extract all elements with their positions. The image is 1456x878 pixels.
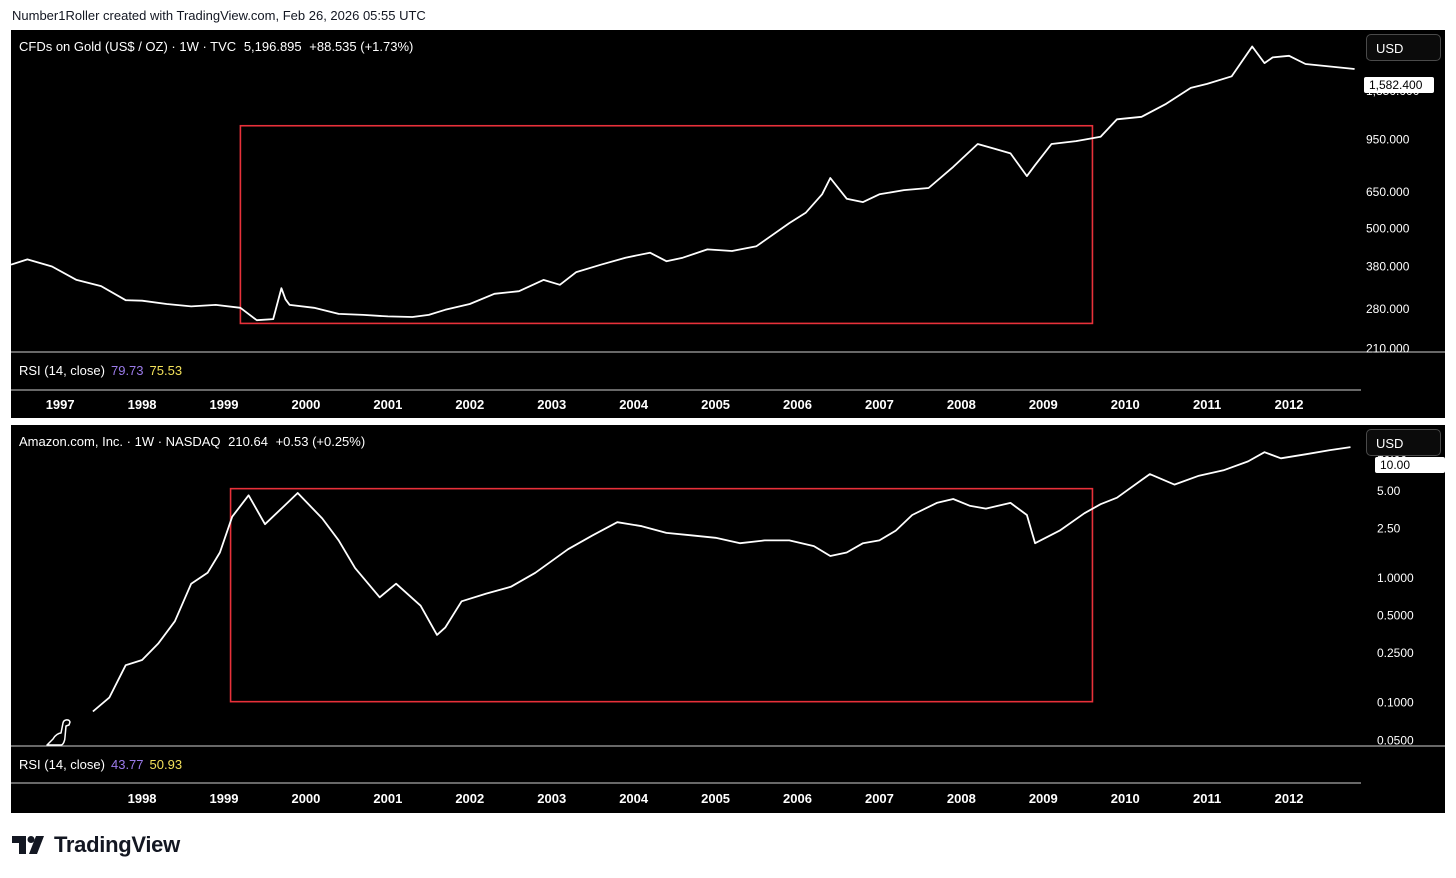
x-tick-label: 1998	[128, 397, 157, 412]
amazon-price-chart[interactable]: 10.00 5.00 2.50 1.0000 0.5000 0.2500 0.1000 0.0…	[11, 425, 1445, 813]
tradingview-logo-icon	[12, 836, 44, 854]
x-tick-label: 2006	[783, 397, 812, 412]
x-tick-label: 2001	[373, 791, 402, 806]
gold-price-chart[interactable]: 1,750.0001,350.000950.000650.000500.0003…	[11, 30, 1445, 418]
current-price-label: 10.00	[1375, 457, 1445, 473]
x-tick-label: 2004	[619, 791, 649, 806]
x-tick-label: 1999	[210, 397, 239, 412]
x-tick-label: 2005	[701, 791, 730, 806]
highlight-box	[239, 124, 1094, 325]
x-tick-label: 2009	[1029, 791, 1058, 806]
x-tick-label: 2012	[1275, 791, 1304, 806]
rsi-value-1: 43.77	[110, 757, 144, 772]
symbol-legend-amazon[interactable]: Amazon.com, Inc. · 1W · NASDAQ 210.64 +0…	[19, 434, 369, 449]
x-tick-label: 2002	[455, 397, 484, 412]
rsi-value-2: 50.93	[149, 757, 183, 772]
x-tick-label: 2000	[291, 791, 320, 806]
x-tick-label: 2001	[373, 397, 402, 412]
x-tick-label: 1997	[46, 397, 75, 412]
gold-chart-panel[interactable]: 1,750.0001,350.000950.000650.000500.0003…	[11, 30, 1445, 418]
x-tick-label: 2006	[783, 791, 812, 806]
y-tick-label: 380.000	[1366, 260, 1410, 274]
tradingview-brand: TradingView	[54, 832, 180, 857]
svg-text:10.00: 10.00	[1380, 458, 1410, 472]
y-tick-label: 280.000	[1366, 302, 1410, 316]
x-tick-label: 1998	[128, 791, 157, 806]
rsi-value-2: 75.53	[149, 363, 183, 378]
x-tick-label: 2007	[865, 791, 894, 806]
x-tick-label: 2002	[455, 791, 484, 806]
last-price: 5,196.895	[243, 39, 302, 54]
y-tick-label: 0.0500	[1377, 733, 1414, 747]
svg-text:1,582.400: 1,582.400	[1369, 78, 1423, 92]
x-tick-label: 2011	[1193, 791, 1221, 806]
dino-icon	[46, 719, 71, 746]
rsi-label: RSI (14, close)	[19, 757, 105, 772]
y-tick-label: 0.2500	[1377, 646, 1414, 660]
last-price: 210.64	[228, 434, 268, 449]
current-price-label: 1,582.400	[1364, 77, 1434, 93]
x-tick-label: 2011	[1193, 397, 1221, 412]
y-tick-label: 500.000	[1366, 222, 1410, 236]
y-tick-label: 2.50	[1377, 521, 1401, 535]
x-tick-label: 2007	[865, 397, 894, 412]
y-tick-label: 650.000	[1366, 185, 1410, 199]
x-tick-label: 2010	[1111, 791, 1140, 806]
symbol-legend-gold[interactable]: CFDs on Gold (US$ / OZ) · 1W · TVC 5,196…	[19, 39, 417, 54]
rsi-legend-gold[interactable]: RSI (14, close) 79.73 75.53	[19, 363, 182, 378]
y-tick-label: 210.000	[1366, 342, 1410, 356]
x-tick-label: 2003	[537, 397, 566, 412]
rsi-value-1: 79.73	[110, 363, 144, 378]
y-tick-label: 0.5000	[1377, 609, 1414, 623]
symbol-name: CFDs on Gold (US$ / OZ) · 1W · TVC	[19, 39, 237, 54]
currency-button[interactable]: USD	[1366, 429, 1441, 456]
amazon-chart-panel[interactable]: 10.00 5.00 2.50 1.0000 0.5000 0.2500 0.1000 0.0…	[11, 425, 1445, 813]
price-change: +88.535 (+1.73%)	[309, 39, 414, 54]
y-tick-label: 1.0000	[1377, 571, 1414, 585]
currency-button[interactable]: USD	[1366, 34, 1441, 61]
highlight-box	[229, 487, 1094, 703]
x-tick-label: 2012	[1275, 397, 1304, 412]
y-tick-label: 5.00	[1377, 484, 1401, 498]
price-line	[92, 446, 1351, 713]
rsi-label: RSI (14, close)	[19, 363, 105, 378]
x-tick-label: 2008	[947, 791, 976, 806]
x-tick-label: 2005	[701, 397, 730, 412]
x-tick-label: 2009	[1029, 397, 1058, 412]
header-credit: Number1Roller created with TradingView.c…	[12, 8, 426, 23]
x-tick-label: 2008	[947, 397, 976, 412]
symbol-name: Amazon.com, Inc. · 1W · NASDAQ	[19, 434, 221, 449]
x-tick-label: 1999	[210, 791, 239, 806]
x-tick-label: 2003	[537, 791, 566, 806]
x-tick-label: 2010	[1111, 397, 1140, 412]
x-tick-label: 2000	[291, 397, 320, 412]
x-tick-label: 2004	[619, 397, 649, 412]
price-line	[11, 45, 1355, 322]
rsi-legend-amazon[interactable]: RSI (14, close) 43.77 50.93	[19, 757, 182, 772]
price-change: +0.53 (+0.25%)	[275, 434, 366, 449]
y-tick-label: 950.000	[1366, 133, 1410, 147]
y-tick-label: 0.1000	[1377, 696, 1414, 710]
tradingview-footer[interactable]: TradingView	[12, 832, 180, 858]
